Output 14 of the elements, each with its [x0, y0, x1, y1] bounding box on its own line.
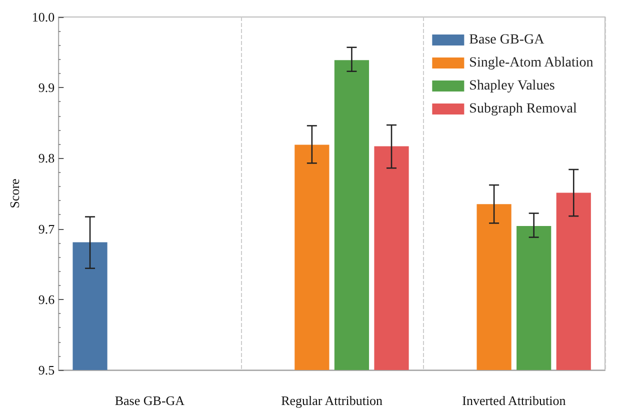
y-tick-label: 9.6 [38, 292, 56, 307]
x-tick-label: Base GB-GA [114, 393, 186, 408]
legend-label: Shapley Values [469, 78, 555, 94]
y-tick-label: 9.5 [38, 362, 55, 378]
y-axis-title: Score [7, 178, 22, 208]
y-tick-label: 9.9 [38, 80, 55, 96]
legend-label: Subgraph Removal [469, 102, 577, 116]
y-tick-label: 9.8 [38, 150, 55, 166]
y-tick-label: 9.7 [38, 221, 56, 236]
x-tick-label: Regular Attribution [281, 393, 384, 408]
legend-label: Base GB-GA [469, 32, 546, 48]
x-tick-label: Inverted Attribution [462, 393, 566, 408]
legend-label: Single-Atom Ablation [469, 56, 594, 70]
y-tick-label: 10.0 [32, 10, 55, 24]
